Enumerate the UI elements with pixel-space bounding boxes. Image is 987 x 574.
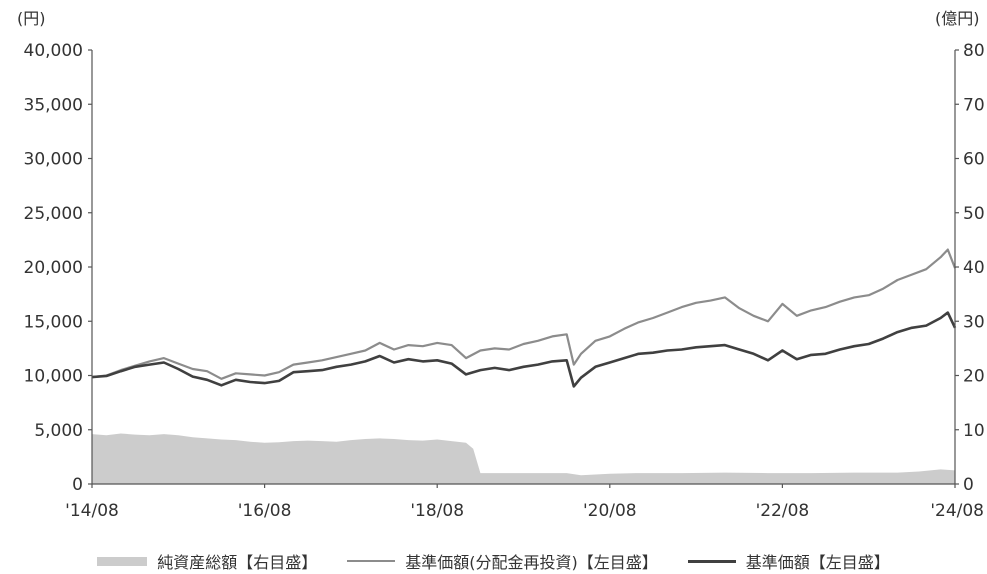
left-tick-label: 35,000 xyxy=(24,95,83,115)
right-tick-label: 60 xyxy=(963,150,985,170)
left-tick-label: 5,000 xyxy=(34,421,83,441)
legend-swatch-net-assets xyxy=(97,556,148,566)
legend-label-net-assets: 純資産総額【右目盛】 xyxy=(157,553,318,572)
area-layer xyxy=(92,433,955,484)
series-line-nav xyxy=(91,311,957,388)
x-tick-label: '18/08 xyxy=(410,501,464,521)
legend: 純資産総額【右目盛】 基準価額(分配金再投資)【左目盛】 基準価額【左目盛】 xyxy=(0,550,987,572)
left-tick-label: 20,000 xyxy=(24,258,83,278)
series-line-nav-reinvested xyxy=(91,248,957,380)
left-axis-unit: (円) xyxy=(17,9,46,28)
x-tick-label: '20/08 xyxy=(583,501,637,521)
right-axis-unit: (億円) xyxy=(935,9,980,28)
axes-layer: 0 5,000 10,000 15,000 20,000 25,000 30,000 35,0… xyxy=(24,41,985,521)
left-tick-label: 10,000 xyxy=(24,367,83,387)
left-tick-label: 25,000 xyxy=(24,204,83,224)
lines-layer xyxy=(91,248,957,388)
right-tick-label: 10 xyxy=(963,421,985,441)
series-area-net-assets xyxy=(92,433,955,484)
legend-item-nav-reinvested: 基準価額(分配金再投資)【左目盛】 xyxy=(347,549,658,573)
legend-item-nav: 基準価額【左目盛】 xyxy=(687,549,890,573)
x-tick-label: '14/08 xyxy=(65,501,119,521)
left-tick-label: 40,000 xyxy=(24,41,83,61)
left-tick-label: 0 xyxy=(72,475,83,495)
left-tick-label: 15,000 xyxy=(24,312,83,332)
right-tick-label: 70 xyxy=(963,95,985,115)
legend-swatch-nav-reinvested xyxy=(347,560,396,562)
legend-swatch-nav xyxy=(687,559,736,563)
right-tick-label: 80 xyxy=(963,41,985,61)
legend-label-nav-reinvested: 基準価額(分配金再投資)【左目盛】 xyxy=(405,553,658,572)
x-tick-label: '22/08 xyxy=(756,501,810,521)
x-tick-label: '24/08 xyxy=(930,501,984,521)
right-tick-label: 30 xyxy=(963,312,985,332)
legend-label-nav: 基準価額【左目盛】 xyxy=(745,553,890,572)
legend-item-net-assets: 純資産総額【右目盛】 xyxy=(97,549,317,573)
chart-canvas: 0 5,000 10,000 15,000 20,000 25,000 30,000 35,0… xyxy=(17,9,985,521)
x-tick-label: '16/08 xyxy=(238,501,292,521)
right-tick-label: 40 xyxy=(963,258,985,278)
right-tick-label: 0 xyxy=(963,475,974,495)
right-tick-label: 20 xyxy=(963,367,985,387)
right-tick-label: 50 xyxy=(963,204,985,224)
left-tick-label: 30,000 xyxy=(24,150,83,170)
